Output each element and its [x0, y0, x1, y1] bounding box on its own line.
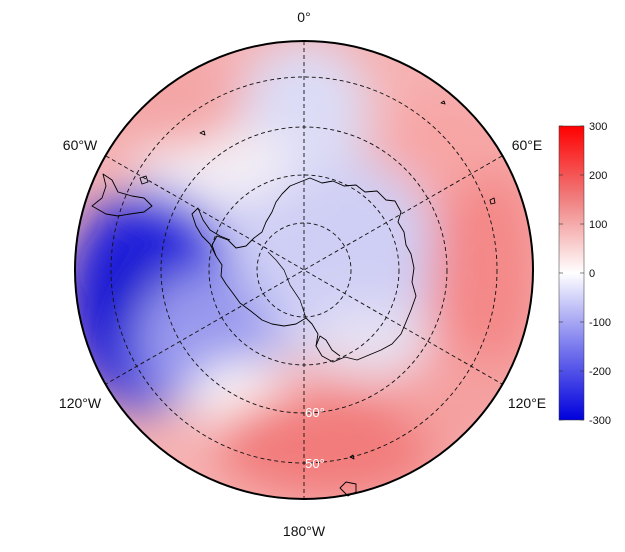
map-border [74, 40, 534, 500]
lat-label-60: 60° [305, 405, 325, 420]
lon-label-0: 0° [297, 9, 310, 25]
colorbar-tick-label: -100 [589, 317, 611, 329]
lat-label-50: 50° [305, 456, 325, 471]
colorbar-tick-label: 200 [589, 170, 607, 182]
south-america-tip [91, 173, 153, 217]
colorbar-tick-label: 100 [589, 219, 607, 231]
meridian-60w-120e [105, 155, 503, 385]
ice-shelf-edge [267, 251, 307, 319]
colorbar-tick-label: 300 [589, 121, 607, 133]
graticule [105, 41, 503, 499]
antarctica-coastline [211, 177, 417, 363]
lon-label-120e: 120°E [508, 395, 546, 411]
colorbar-tick-label: -200 [589, 366, 611, 378]
colorbar-tick-label: -300 [589, 415, 611, 427]
lon-label-60e: 60°E [512, 137, 543, 153]
lon-label-60w: 60°W [63, 137, 98, 153]
antarctic-peninsula [191, 207, 231, 257]
ross-sea-edge [315, 335, 341, 357]
sub-antarctic-island-2 [440, 100, 446, 105]
sub-antarctic-island-1 [489, 197, 496, 205]
anomaly-field [75, 41, 533, 499]
meridian-60e-120w [105, 155, 503, 385]
falkland-islands [139, 175, 149, 185]
lon-label-120w: 120°W [59, 395, 102, 411]
colorbar-ticks: 300 200 100 0 -100 -200 -300 [559, 121, 611, 427]
coastlines [91, 100, 496, 497]
sub-antarctic-island-4 [349, 454, 355, 460]
sub-antarctic-island-3 [199, 130, 206, 136]
colorbar: 300 200 100 0 -100 -200 -300 [558, 121, 611, 427]
colorbar-ramp [558, 125, 585, 421]
colorbar-tick-label: 0 [589, 268, 595, 280]
lon-label-180: 180°W [283, 523, 326, 539]
